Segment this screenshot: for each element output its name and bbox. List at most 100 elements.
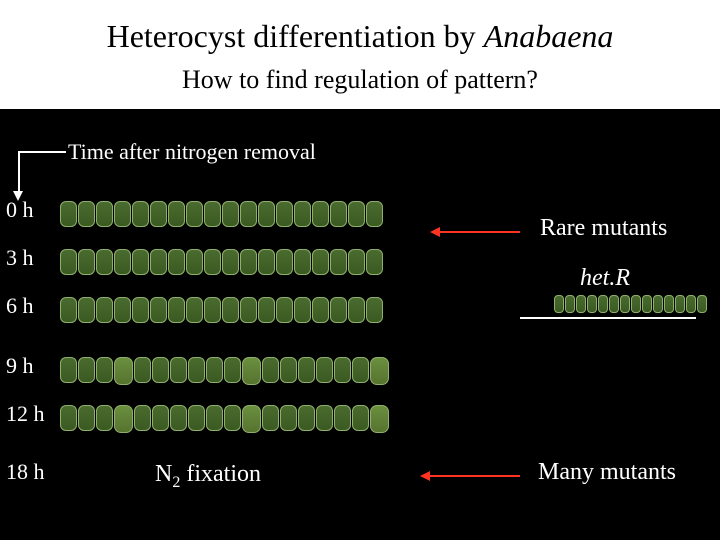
proheterocyst-cell [242,405,261,433]
proheterocyst-cell [114,405,133,433]
row-label-18h: 18 h [6,459,45,485]
mutant-cell [576,295,586,313]
mutant-cell [664,295,674,313]
mutant-cell [587,295,597,313]
vegetative-cell [78,249,95,275]
bracket-h [18,151,66,153]
vegetative-cell [352,357,369,383]
vegetative-cell [96,249,113,275]
vegetative-cell [276,249,293,275]
vegetative-cell [186,297,203,323]
proheterocyst-cell [370,405,389,433]
mutant-cell [598,295,608,313]
vegetative-cell [170,405,187,431]
row-label-9h: 9 h [6,353,34,379]
vegetative-cell [186,201,203,227]
vegetative-cell [96,357,113,383]
vegetative-cell [132,201,149,227]
vegetative-cell [132,249,149,275]
mutant-cell [653,295,663,313]
mutant-cell [565,295,575,313]
vegetative-cell [206,405,223,431]
mutant-cell [554,295,564,313]
vegetative-cell [294,201,311,227]
vegetative-cell [60,405,77,431]
mutant-underline [520,317,696,319]
rare-mutants-label: Rare mutants [540,215,667,242]
vegetative-cell [276,297,293,323]
vegetative-cell [240,201,257,227]
vegetative-cell [366,297,383,323]
bracket-v [18,151,20,191]
vegetative-cell [352,405,369,431]
vegetative-cell [258,297,275,323]
vegetative-cell [330,297,347,323]
vegetative-cell [222,297,239,323]
vegetative-cell [312,297,329,323]
vegetative-cell [330,201,347,227]
vegetative-cell [134,405,151,431]
vegetative-cell [258,249,275,275]
filament-12h [60,405,389,433]
vegetative-cell [78,405,95,431]
vegetative-cell [186,249,203,275]
vegetative-cell [204,201,221,227]
mutant-cell [609,295,619,313]
vegetative-cell [168,297,185,323]
row-label-3h: 3 h [6,245,34,271]
vegetative-cell [60,249,77,275]
vegetative-cell [334,357,351,383]
row-label-6h: 6 h [6,293,34,319]
diagram-area: Time after nitrogen removal 0 h 3 h 6 h … [0,109,720,539]
vegetative-cell [258,201,275,227]
mutant-cell [631,295,641,313]
title-genus: Anabaena [484,18,614,54]
slide-subtitle: How to find regulation of pattern? [0,61,720,109]
many-mutants-arrow-icon [430,475,520,477]
vegetative-cell [60,201,77,227]
mutant-cell [675,295,685,313]
vegetative-cell [280,357,297,383]
vegetative-cell [206,357,223,383]
row-label-12h: 12 h [6,401,45,427]
vegetative-cell [240,297,257,323]
rare-mutants-arrow-icon [440,231,520,233]
hetr-label: het.R [580,265,630,292]
vegetative-cell [114,201,131,227]
vegetative-cell [366,249,383,275]
filament-3h [60,249,383,277]
vegetative-cell [132,297,149,323]
row-label-0h: 0 h [6,197,34,223]
vegetative-cell [312,249,329,275]
vegetative-cell [224,405,241,431]
vegetative-cell [240,249,257,275]
vegetative-cell [170,357,187,383]
vegetative-cell [222,201,239,227]
vegetative-cell [276,201,293,227]
mutant-cell [620,295,630,313]
vegetative-cell [262,357,279,383]
vegetative-cell [78,357,95,383]
vegetative-cell [330,249,347,275]
vegetative-cell [60,357,77,383]
vegetative-cell [150,249,167,275]
filament-9h [60,357,389,385]
filament-0h [60,201,383,229]
vegetative-cell [280,405,297,431]
vegetative-cell [96,201,113,227]
vegetative-cell [204,297,221,323]
mutant-cell [642,295,652,313]
vegetative-cell [188,357,205,383]
vegetative-cell [262,405,279,431]
proheterocyst-cell [370,357,389,385]
proheterocyst-cell [242,357,261,385]
time-axis-label: Time after nitrogen removal [68,139,316,165]
many-mutants-label: Many mutants [538,459,676,486]
proheterocyst-cell [114,357,133,385]
fixation-n: N [155,461,172,487]
mutant-cell [686,295,696,313]
vegetative-cell [316,405,333,431]
vegetative-cell [78,297,95,323]
vegetative-cell [150,297,167,323]
vegetative-cell [348,249,365,275]
